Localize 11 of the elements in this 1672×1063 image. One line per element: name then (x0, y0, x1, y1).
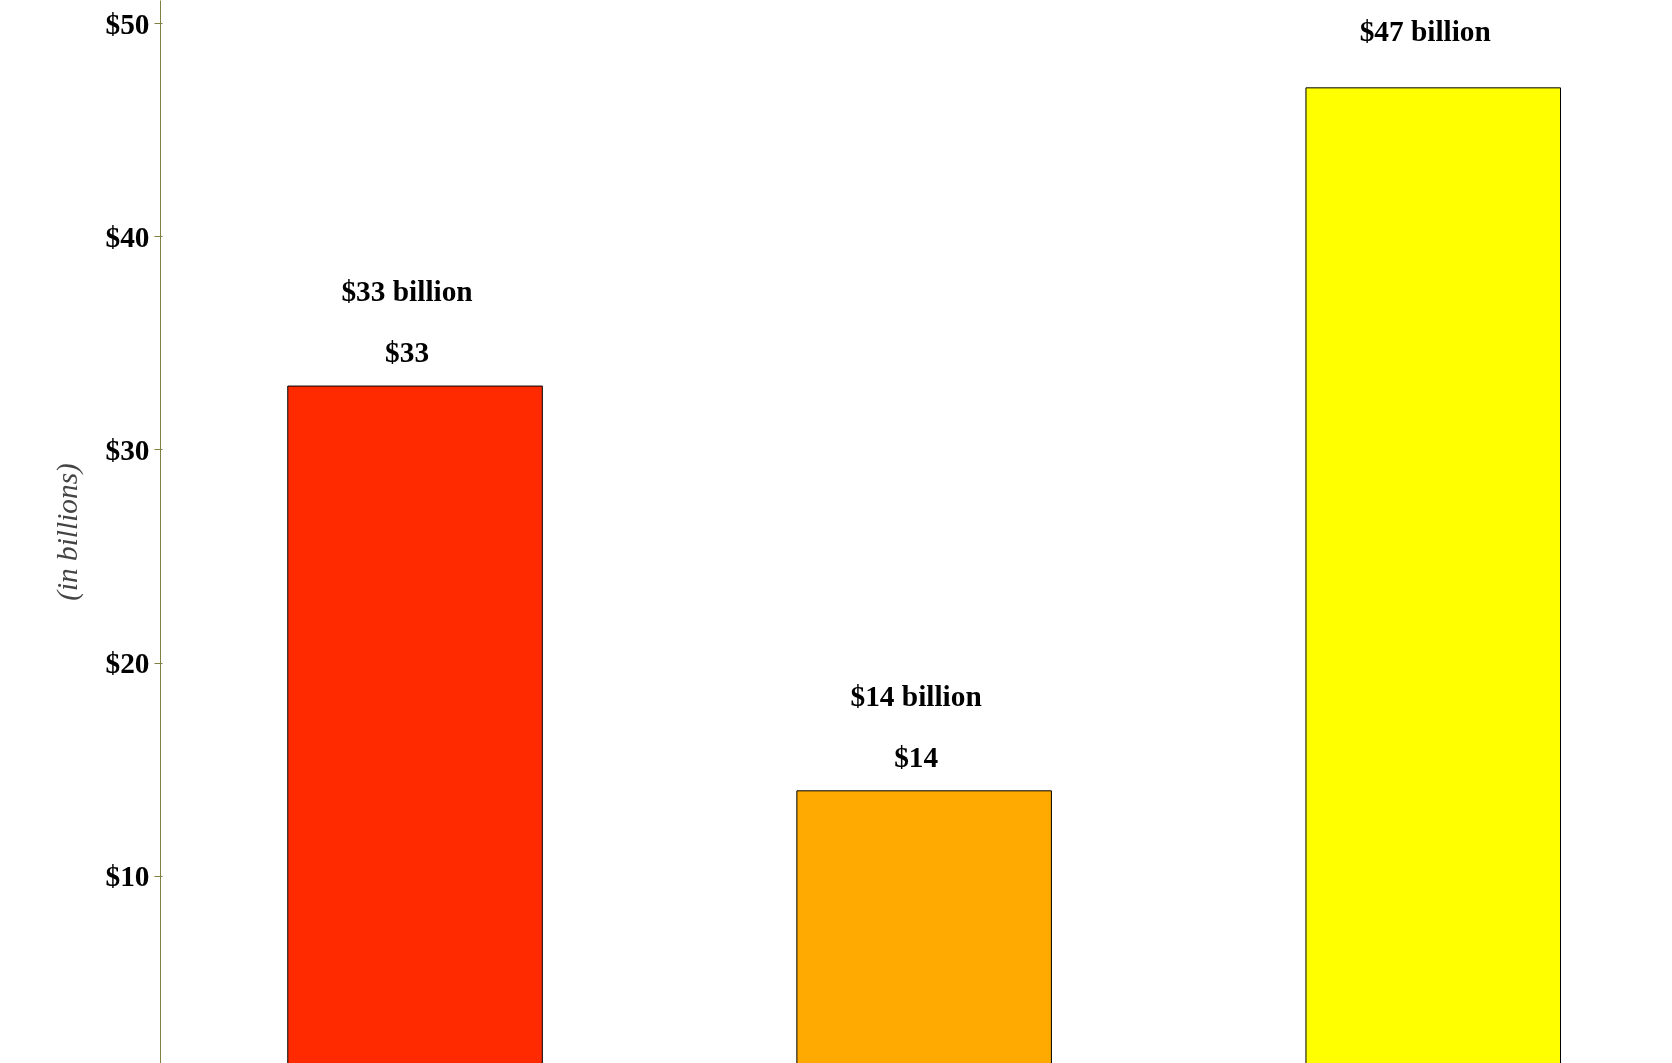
annotation: $14 billion (850, 679, 982, 712)
y-tick-label: $20 (105, 647, 150, 680)
y-axis-title: (in billions) (50, 463, 84, 601)
y-tick-label: $40 (105, 220, 150, 253)
annotation: $47 billion (1359, 14, 1491, 47)
y-tick-label: $10 (105, 860, 150, 893)
y-tick-label: $50 (105, 7, 150, 40)
data-label: $33 (385, 336, 430, 369)
annotation: $33 billion (341, 275, 473, 308)
data-label: $14 (894, 740, 939, 773)
y-tick-label: $30 (105, 433, 150, 466)
